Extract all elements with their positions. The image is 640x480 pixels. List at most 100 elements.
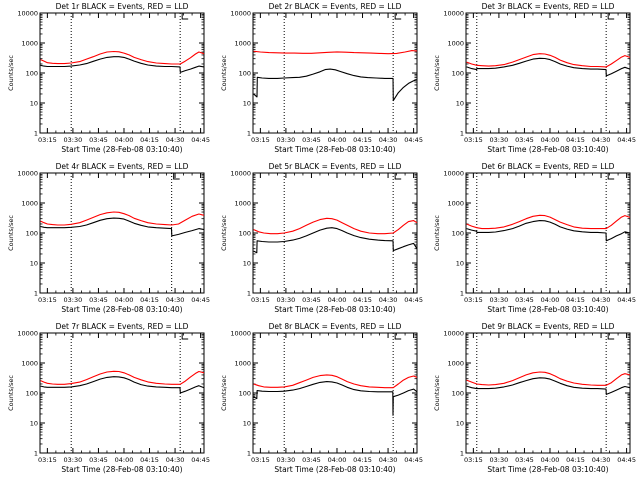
- y-tick-label: 100: [26, 230, 38, 238]
- detector-panel-2: Det 2r BLACK = Events, RED = LLD Counts/s…: [220, 2, 423, 154]
- chart-title: Det 2r BLACK = Events, RED = LLD: [269, 2, 402, 11]
- y-tick-label: 1000: [21, 40, 38, 48]
- series-line-events: [253, 68, 418, 102]
- interval-bracket: [607, 13, 615, 20]
- x-axis-label: Start Time (28-Feb-08 03:10:40): [61, 145, 182, 154]
- y-tick-label: 1: [460, 130, 464, 138]
- y-tick-label: 1000: [234, 200, 251, 208]
- y-tick-label: 1: [34, 290, 38, 298]
- y-tick-label: 100: [26, 70, 38, 78]
- detector-panel-9: Det 9r BLACK = Events, RED = LLD Counts/s…: [433, 322, 636, 474]
- interval-bracket: [394, 173, 402, 180]
- y-tick-label: 10: [30, 100, 38, 108]
- series-line-lld: [466, 371, 631, 386]
- plot-frame: [465, 12, 631, 134]
- chart-title: Det 5r BLACK = Events, RED = LLD: [269, 162, 402, 171]
- detector-panel-4: Det 4r BLACK = Events, RED = LLD Counts/s…: [7, 162, 210, 314]
- series-line-lld: [253, 374, 418, 389]
- x-tick-label: 04:45: [191, 136, 210, 144]
- x-tick-label: 03:45: [515, 456, 534, 464]
- x-axis-label: Start Time (28-Feb-08 03:10:40): [274, 305, 395, 314]
- x-tick-label: 04:15: [353, 456, 372, 464]
- x-tick-label: 04:30: [379, 296, 398, 304]
- x-tick-label: 03:15: [38, 296, 57, 304]
- y-tick-label: 10000: [443, 170, 464, 178]
- y-tick-label: 10: [243, 100, 251, 108]
- series-line-events: [466, 377, 631, 395]
- x-tick-label: 03:15: [464, 456, 483, 464]
- x-tick-label: 03:45: [515, 296, 534, 304]
- x-tick-label: 04:00: [115, 136, 134, 144]
- y-tick-label: 10: [456, 100, 464, 108]
- x-tick-label: 04:00: [541, 456, 560, 464]
- y-tick-label: 1000: [447, 40, 464, 48]
- x-tick-label: 04:45: [404, 136, 423, 144]
- detector-panel-7: Det 7r BLACK = Events, RED = LLD Counts/s…: [7, 322, 210, 474]
- y-tick-label: 1: [34, 130, 38, 138]
- series-line-lld: [40, 50, 205, 65]
- y-tick-label: 100: [26, 390, 38, 398]
- series-line-lld: [466, 53, 631, 68]
- x-tick-label: 04:30: [592, 456, 611, 464]
- y-tick-label: 10000: [17, 10, 38, 18]
- y-tick-label: 10000: [17, 330, 38, 338]
- chart-title: Det 9r BLACK = Events, RED = LLD: [482, 322, 615, 331]
- y-axis-label: Counts/sec: [433, 55, 441, 91]
- x-tick-label: 04:15: [353, 136, 372, 144]
- y-axis-label: Counts/sec: [433, 215, 441, 251]
- y-axis-label: Counts/sec: [7, 55, 15, 91]
- chart-title: Det 3r BLACK = Events, RED = LLD: [482, 2, 615, 11]
- y-tick-label: 10: [30, 260, 38, 268]
- y-tick-label: 10: [30, 420, 38, 428]
- interval-bracket: [607, 173, 615, 180]
- interval-bracket: [173, 173, 180, 180]
- series-line-events: [253, 227, 418, 254]
- detector-panel-1: Det 1r BLACK = Events, RED = LLD Counts/s…: [7, 2, 210, 154]
- chart-title: Det 6r BLACK = Events, RED = LLD: [482, 162, 615, 171]
- interval-bracket: [181, 13, 189, 20]
- x-tick-label: 04:00: [541, 296, 560, 304]
- y-axis-label: Counts/sec: [7, 215, 15, 251]
- y-tick-label: 1000: [447, 200, 464, 208]
- interval-bracket: [394, 333, 402, 340]
- y-axis-label: Counts/sec: [220, 215, 228, 251]
- x-tick-label: 04:45: [404, 456, 423, 464]
- series-line-events: [40, 56, 205, 73]
- x-tick-label: 03:15: [251, 456, 270, 464]
- y-tick-label: 1: [247, 290, 251, 298]
- x-tick-label: 04:30: [379, 136, 398, 144]
- x-tick-label: 03:45: [89, 296, 108, 304]
- x-tick-label: 04:15: [140, 456, 159, 464]
- y-tick-label: 1: [247, 130, 251, 138]
- x-tick-label: 03:30: [490, 136, 509, 144]
- y-tick-label: 10000: [443, 10, 464, 18]
- x-tick-label: 04:30: [166, 296, 185, 304]
- x-tick-label: 04:45: [617, 456, 636, 464]
- y-tick-label: 10000: [230, 330, 251, 338]
- x-tick-label: 04:00: [328, 296, 347, 304]
- interval-bracket: [607, 333, 615, 340]
- series-line-events: [40, 217, 205, 237]
- x-tick-label: 04:15: [140, 136, 159, 144]
- x-tick-label: 03:30: [64, 136, 83, 144]
- x-tick-label: 04:30: [166, 456, 185, 464]
- y-tick-label: 1000: [234, 40, 251, 48]
- x-tick-label: 04:45: [191, 296, 210, 304]
- y-axis-label: Counts/sec: [7, 375, 15, 411]
- chart-title: Det 4r BLACK = Events, RED = LLD: [56, 162, 189, 171]
- x-tick-label: 03:30: [490, 296, 509, 304]
- x-tick-label: 03:45: [302, 136, 321, 144]
- x-tick-label: 04:00: [115, 296, 134, 304]
- x-tick-label: 04:15: [566, 456, 585, 464]
- interval-bracket: [394, 13, 402, 20]
- interval-bracket: [181, 333, 189, 340]
- x-tick-label: 03:30: [490, 456, 509, 464]
- y-tick-label: 100: [452, 230, 464, 238]
- plot-frame: [465, 332, 631, 454]
- y-tick-label: 1000: [21, 200, 38, 208]
- plot-frame: [39, 12, 205, 134]
- y-tick-label: 10000: [17, 170, 38, 178]
- y-tick-label: 1: [460, 450, 464, 458]
- series-line-events: [40, 376, 205, 394]
- x-axis-label: Start Time (28-Feb-08 03:10:40): [274, 465, 395, 474]
